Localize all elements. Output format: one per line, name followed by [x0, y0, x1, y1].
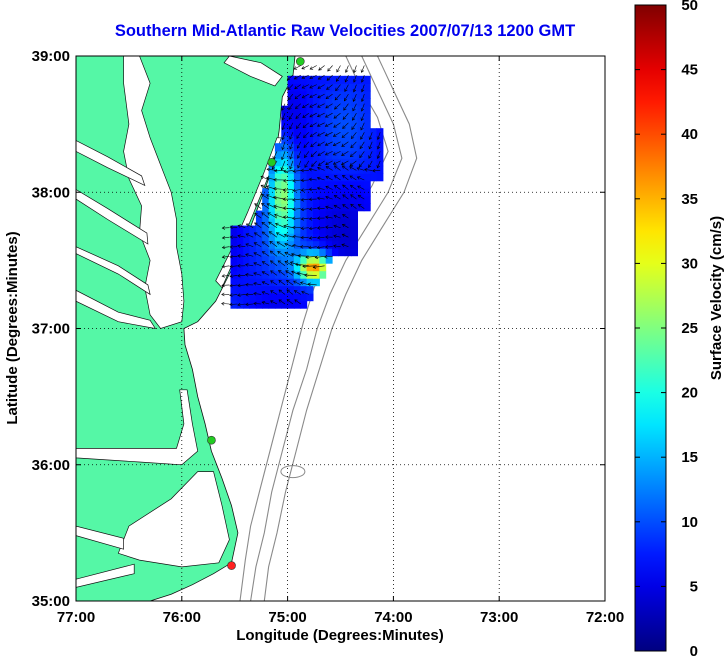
- y-axis-label: Latitude (Degrees:Minutes): [4, 231, 21, 424]
- y-tick-label: 36:00: [32, 457, 70, 474]
- y-tick-label: 35:00: [32, 593, 70, 610]
- x-tick-label: 77:00: [57, 609, 95, 626]
- x-tick-label: 76:00: [163, 609, 201, 626]
- radar-stations: [207, 57, 305, 570]
- x-tick-label: 74:00: [374, 609, 412, 626]
- x-tick-label: 73:00: [480, 609, 518, 626]
- radar-station-marker: [267, 157, 277, 167]
- x-tick-label: 72:00: [586, 609, 624, 626]
- x-tick-label: 75:00: [268, 609, 306, 626]
- radar-station-marker: [207, 435, 216, 445]
- radar-station-marker: [295, 57, 305, 66]
- map-title: Southern Mid-Atlantic Raw Velocities 200…: [114, 22, 576, 40]
- y-axis-ticks: 35:00 36:00 37:00 38:00 39:00: [32, 48, 605, 610]
- x-axis-label: Longitude (Degrees:Minutes): [236, 627, 444, 644]
- map-grid: [76, 56, 605, 601]
- y-tick-label: 39:00: [32, 48, 70, 65]
- radar-station-marker: [227, 561, 236, 570]
- y-tick-label: 38:00: [32, 184, 70, 201]
- y-tick-label: 37:00: [32, 321, 70, 338]
- x-axis-ticks: 77:00 76:00 75:00 74:00 73:00 72:00: [57, 56, 624, 626]
- velocity-vectors: [221, 65, 381, 307]
